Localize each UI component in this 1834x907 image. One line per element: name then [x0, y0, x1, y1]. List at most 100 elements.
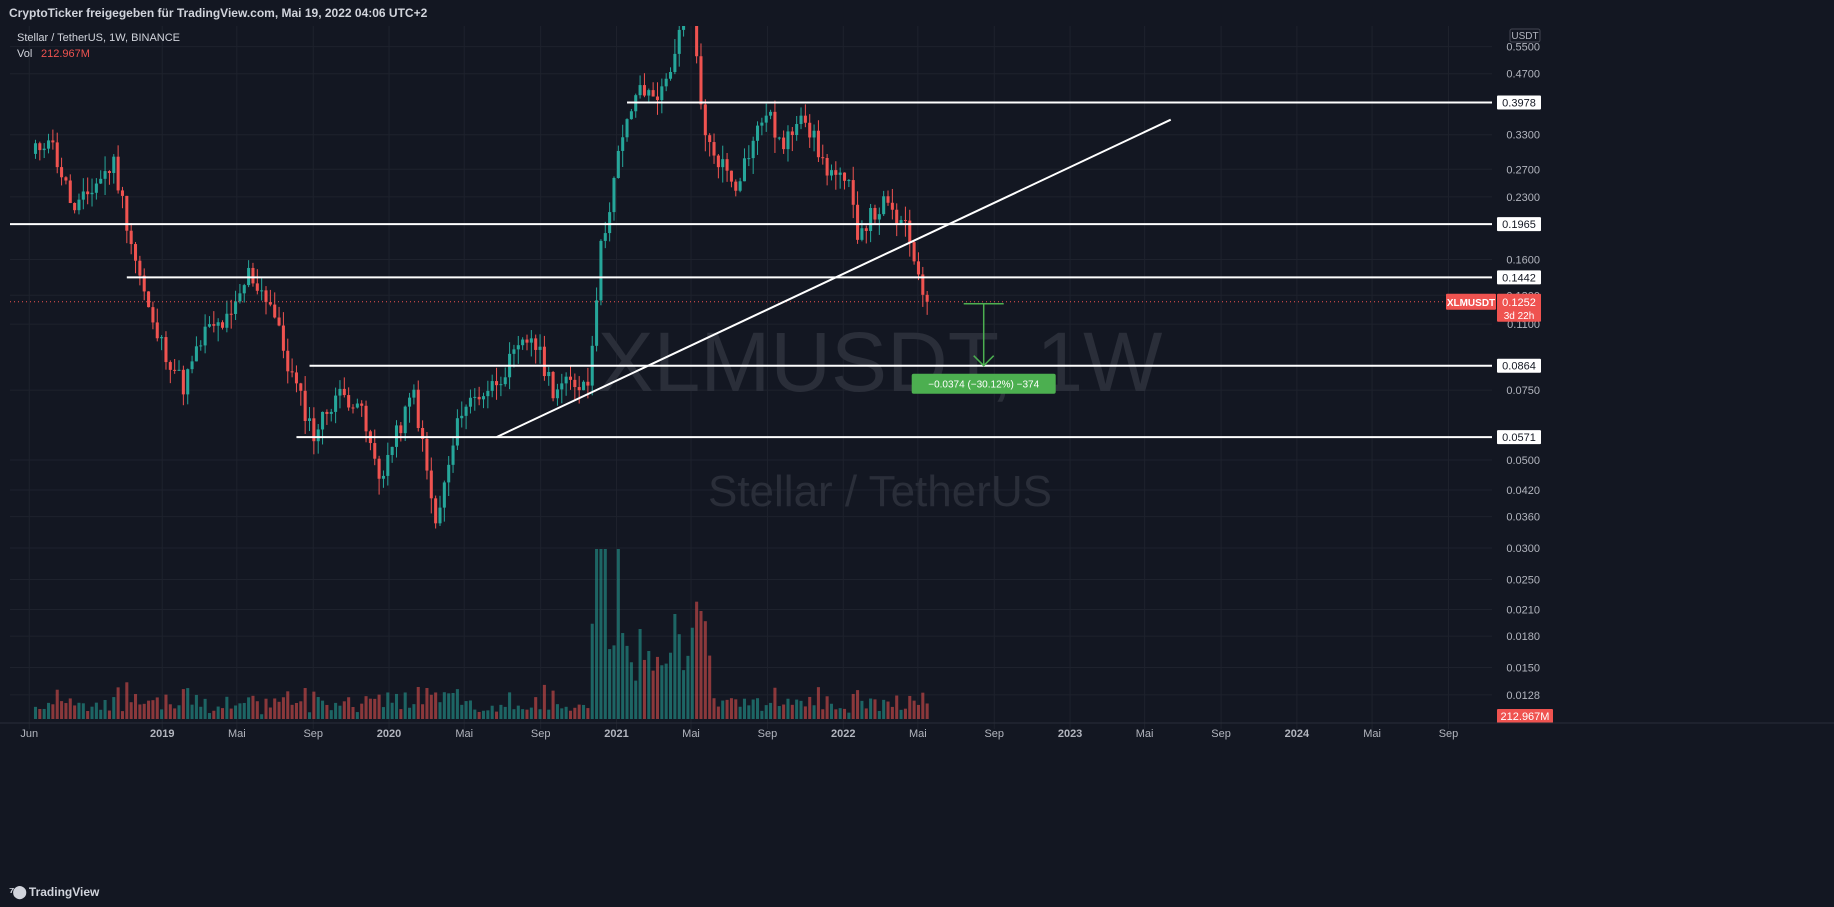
volume-bar	[403, 692, 407, 719]
candle-body	[782, 137, 786, 150]
candle-body	[747, 158, 751, 160]
candle-body	[312, 418, 316, 442]
volume-bar	[786, 698, 790, 719]
candle-body	[55, 142, 59, 168]
candle-body	[477, 396, 481, 400]
candle-body	[873, 207, 877, 220]
volume-bar	[321, 700, 325, 719]
volume-bar	[490, 705, 494, 719]
candle-body	[468, 397, 472, 407]
volume-bar	[473, 709, 477, 719]
candle-body	[399, 425, 403, 434]
time-axis[interactable]: Jun 2019 Mai Sep 2020 Mai Sep 2021 Mai Sep 2022 Mai…	[0, 722, 1834, 740]
volume-bar	[829, 703, 833, 719]
candle-body	[760, 122, 764, 126]
candle-body	[129, 230, 133, 245]
volume-bar	[42, 708, 46, 719]
volume-bar	[325, 704, 329, 719]
volume-bar	[864, 708, 868, 719]
candle-body	[812, 130, 816, 138]
volume-bar	[238, 703, 242, 719]
time-tick-label: 2019	[150, 728, 174, 740]
volume-bar	[568, 710, 573, 719]
candle-body	[599, 240, 603, 301]
candle-body	[464, 406, 468, 416]
volume-bar	[399, 709, 403, 719]
candle-body	[147, 291, 151, 308]
volume-bar	[790, 704, 794, 719]
candlestick-chart[interactable]: XLMUSDT, 1W Stellar / TetherUS −0.0374 (…	[0, 26, 1834, 877]
candle-body	[355, 403, 359, 408]
volume-bar	[873, 699, 877, 719]
price-tick-label: 0.0300	[1506, 543, 1540, 555]
volume-bar	[825, 696, 829, 719]
volume-bar	[364, 696, 368, 719]
volume-bar	[68, 698, 72, 719]
volume-bar	[173, 708, 177, 719]
volume-bar	[751, 699, 755, 719]
price-axis-bg	[1494, 26, 1834, 877]
volume-bar	[394, 693, 399, 719]
candle-body	[455, 418, 459, 446]
volume-bar	[777, 706, 781, 719]
time-tick-label: Sep	[1439, 728, 1459, 740]
volume-bar	[73, 705, 77, 719]
volume-bar	[481, 710, 486, 719]
candle-body	[612, 177, 616, 213]
volume-bar	[747, 705, 751, 719]
candle-body	[347, 395, 351, 408]
symbol-badge	[1446, 293, 1496, 310]
candle-body	[68, 180, 72, 203]
candle-body	[816, 130, 820, 158]
price-tick-label: 0.1100	[1507, 319, 1540, 331]
candle-body	[447, 464, 451, 483]
candle-body	[595, 300, 599, 346]
candle-body	[534, 338, 538, 350]
volume-bar	[682, 670, 686, 719]
volume-bar	[342, 701, 346, 719]
volume-bar	[116, 687, 120, 719]
volume-bar	[708, 655, 712, 719]
candle-body	[682, 26, 686, 30]
volume-bar	[503, 706, 507, 719]
volume-bar	[33, 706, 37, 719]
candle-body	[821, 157, 825, 159]
candle-body	[268, 302, 272, 305]
volume-bar	[847, 712, 851, 719]
measure-label-box	[911, 373, 1056, 394]
level-price-label: 0.3978	[1502, 97, 1536, 109]
volume-bar	[564, 706, 568, 719]
candle-body	[795, 124, 799, 136]
volume-bar	[651, 670, 655, 719]
candle-body	[242, 285, 246, 294]
candle-body	[342, 388, 346, 396]
candle-body	[177, 369, 181, 371]
volume-bar	[142, 703, 146, 719]
candle-body	[60, 167, 64, 178]
legend-vol-label: Vol	[17, 48, 32, 60]
time-tick-label: Mai	[1136, 728, 1154, 740]
volume-bar	[460, 704, 464, 719]
time-tick-label: 2022	[831, 728, 855, 740]
candle-body	[890, 202, 894, 210]
candle-body	[47, 140, 51, 149]
volume-bar	[669, 652, 673, 719]
volume-bar	[773, 687, 777, 719]
volume-bar	[312, 691, 316, 719]
candle-body	[286, 350, 290, 372]
volume-bar	[429, 694, 433, 719]
volume-bar	[451, 692, 455, 719]
candle-body	[742, 158, 746, 182]
candle-body	[495, 381, 499, 386]
candle-body	[290, 371, 294, 373]
volume-bar	[303, 688, 307, 719]
candle-body	[33, 143, 37, 154]
volume-bar	[856, 690, 860, 719]
candle-body	[225, 313, 229, 328]
tradingview-logo[interactable]: ⁷⬤ TradingView	[9, 877, 99, 907]
drawing-tools[interactable]: −0.0374 (−30.12%) −374	[10, 101, 1492, 439]
currency-label: USDT	[1511, 31, 1538, 42]
candle-body	[899, 220, 903, 224]
volume-bar	[229, 708, 233, 719]
